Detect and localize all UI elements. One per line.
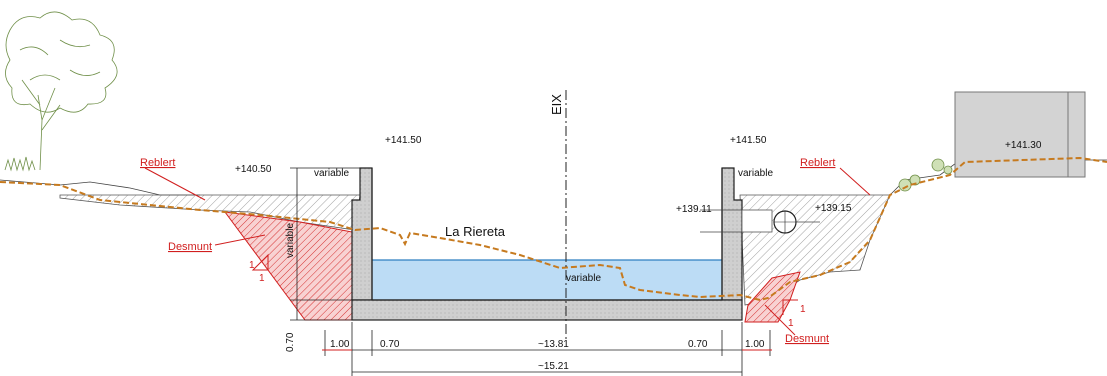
variable-right-top: variable	[738, 168, 773, 179]
variable-left-top: variable	[314, 168, 349, 179]
reblert-left-leader	[144, 167, 206, 201]
tree-icon	[4, 11, 118, 172]
axis-label: EIX	[549, 94, 564, 115]
drain-pipe	[700, 209, 820, 234]
dim-100-left: 1.00	[330, 339, 350, 350]
reblert-left-label: Reblert	[140, 157, 175, 169]
desmunt-left-leader	[214, 234, 266, 246]
slope-left-h: 1	[259, 273, 265, 284]
desmunt-left-label: Desmunt	[168, 241, 212, 253]
dim-070-vertical: 0.70	[285, 332, 296, 352]
variable-water: variable	[566, 273, 601, 284]
slope-triangle-left	[251, 253, 269, 271]
elev-pipe-left: +139.11	[676, 204, 712, 215]
elev-pipe-right: +139.15	[815, 203, 852, 214]
channel-name: La Riereta	[445, 224, 506, 239]
existing-terrain-line	[0, 156, 1107, 302]
reblert-right-label: Reblert	[800, 157, 835, 169]
dimension-lines	[290, 167, 772, 376]
elev-left-ground: +140.50	[235, 164, 272, 175]
slope-left-v: 1	[249, 260, 255, 271]
dim-1521: ~15.21	[538, 361, 569, 372]
building-block	[954, 91, 1086, 178]
slope-right-v: 1	[800, 304, 806, 315]
concrete-channel	[351, 167, 743, 321]
variable-vertical: variable	[285, 223, 296, 258]
dim-070-left: 0.70	[380, 339, 400, 350]
water-body	[370, 260, 722, 300]
slope-triangle-right	[782, 299, 798, 315]
desmunt-right-label: Desmunt	[785, 333, 829, 345]
elev-right-wall: +141.50	[730, 135, 767, 146]
slope-right-h: 1	[788, 318, 794, 329]
dim-070-right: 0.70	[688, 339, 708, 350]
elev-right-building: +141.30	[1005, 140, 1042, 151]
desmunt-right-leader	[764, 304, 796, 336]
reblert-right-leader	[839, 167, 871, 196]
dim-100-right: 1.00	[745, 339, 765, 350]
ground-line-left	[0, 179, 200, 196]
dim-1381: ~13.81	[538, 339, 569, 350]
elev-left-wall: +141.50	[385, 135, 422, 146]
